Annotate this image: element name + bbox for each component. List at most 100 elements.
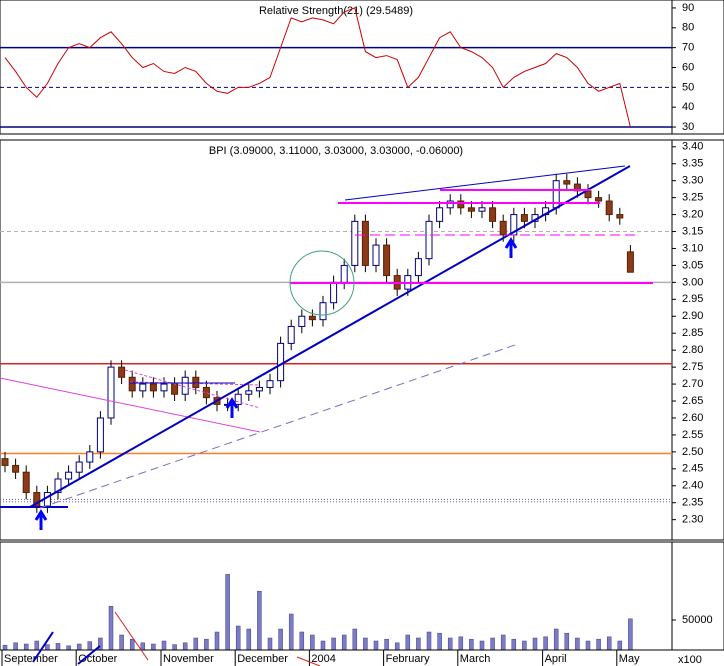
volume-bar [235, 625, 241, 651]
volume-bar [341, 634, 347, 651]
volume-bar [416, 637, 421, 651]
volume-bar [511, 638, 517, 651]
volume-bar [98, 637, 103, 651]
candle-body [605, 200, 613, 216]
candle-body [12, 464, 20, 473]
volume-bar [267, 637, 273, 651]
volume-bar [447, 637, 453, 651]
y-tick-label: 3.25 [682, 192, 703, 204]
candle-body [308, 315, 316, 321]
volume-bar [522, 640, 527, 651]
volume-bar [405, 634, 411, 651]
annotations [0, 165, 653, 666]
trend-line [0, 377, 261, 433]
candle-body [383, 244, 391, 277]
volume-bar [352, 628, 358, 651]
candle-body [65, 471, 73, 480]
volume-bar [204, 638, 209, 651]
volume-bar [2, 644, 8, 651]
y-tick-label: 2.85 [682, 327, 703, 339]
volume-bar [87, 641, 93, 651]
volume-bar [628, 618, 633, 651]
volume-bar [331, 637, 336, 651]
volume-bar [617, 640, 623, 651]
candle-body [96, 417, 104, 453]
candle-body [351, 220, 359, 266]
volume-bar [193, 637, 199, 651]
volume-bar [606, 636, 612, 651]
y-tick-label: 3.00 [682, 276, 703, 288]
panel-frame [0, 0, 724, 135]
candle-body [499, 220, 507, 236]
y-tick-label: 2.35 [682, 497, 703, 509]
volume-bar [564, 632, 570, 651]
y-tick-label: 2.30 [682, 514, 703, 526]
volume-bar [426, 631, 432, 651]
x-tick-label: November [163, 653, 214, 665]
volume-bar [288, 613, 294, 651]
panel: 2.30 2.35 2.40 2.45 2.50 2.55 2.60 2.65 2.70 2.75… [0, 139, 724, 541]
y-tick-label: 2.40 [682, 480, 703, 492]
candle-body [128, 376, 136, 392]
volume-bar [373, 640, 379, 651]
candle-body [192, 376, 200, 388]
candle-body [467, 207, 475, 212]
candle-body [330, 281, 338, 304]
y-tick-label: 50000 [682, 614, 713, 626]
volume-bar [13, 642, 18, 651]
volume-bar [553, 628, 559, 651]
volume-bar [585, 640, 591, 651]
candle-body [266, 380, 274, 388]
candle-body [160, 383, 168, 392]
candle-body [414, 258, 422, 277]
volume-bar [500, 634, 506, 651]
trend-line [29, 165, 631, 508]
volume-bar [532, 637, 538, 651]
candle-body [457, 200, 465, 209]
volume-bar [119, 634, 124, 651]
candle-body [107, 366, 115, 419]
y-tick-label: 3.05 [682, 259, 703, 271]
y-tick-label: 2.90 [682, 310, 703, 322]
y-tick-label: 3.40 [682, 141, 703, 153]
candle-body [520, 214, 528, 222]
y-tick-label: 2.75 [682, 361, 703, 373]
candle-body [298, 315, 306, 327]
volume-bar [108, 605, 114, 651]
y-tick-label: 2.55 [682, 429, 703, 441]
volume-bar [172, 644, 177, 651]
y-tick-label: 80 [682, 22, 694, 34]
candle-body [446, 200, 454, 209]
volume-bar [575, 637, 580, 651]
candle-body [22, 471, 30, 494]
candle-body [563, 180, 571, 185]
volume-bar [596, 638, 601, 651]
candle-body [425, 220, 433, 260]
volume-bar [140, 642, 146, 651]
volume-bar [129, 638, 135, 651]
arrow [34, 509, 48, 530]
volume-trend [32, 631, 54, 663]
y-tick-label: 2.80 [682, 344, 703, 356]
y-tick-label: 3.20 [682, 208, 703, 220]
panel-frame [0, 139, 724, 541]
volume-bar [437, 632, 442, 651]
volume-bar [161, 640, 167, 651]
volume-bar [469, 638, 474, 651]
candle-body [181, 376, 189, 395]
rsi-line [4, 7, 631, 128]
candle-body [478, 207, 486, 212]
volume-bar [45, 644, 50, 651]
volume-bar [320, 640, 326, 651]
y-tick-label: 90 [682, 2, 694, 14]
x-tick-label: December [237, 653, 288, 665]
candle-body [361, 220, 369, 266]
volume-bar [479, 640, 485, 651]
y-tick-label: 3.10 [682, 242, 703, 254]
volume-bar [490, 637, 495, 651]
volume-bar [66, 645, 71, 651]
y-tick-label: 2.70 [682, 378, 703, 390]
y-tick-label: 70 [682, 42, 694, 54]
